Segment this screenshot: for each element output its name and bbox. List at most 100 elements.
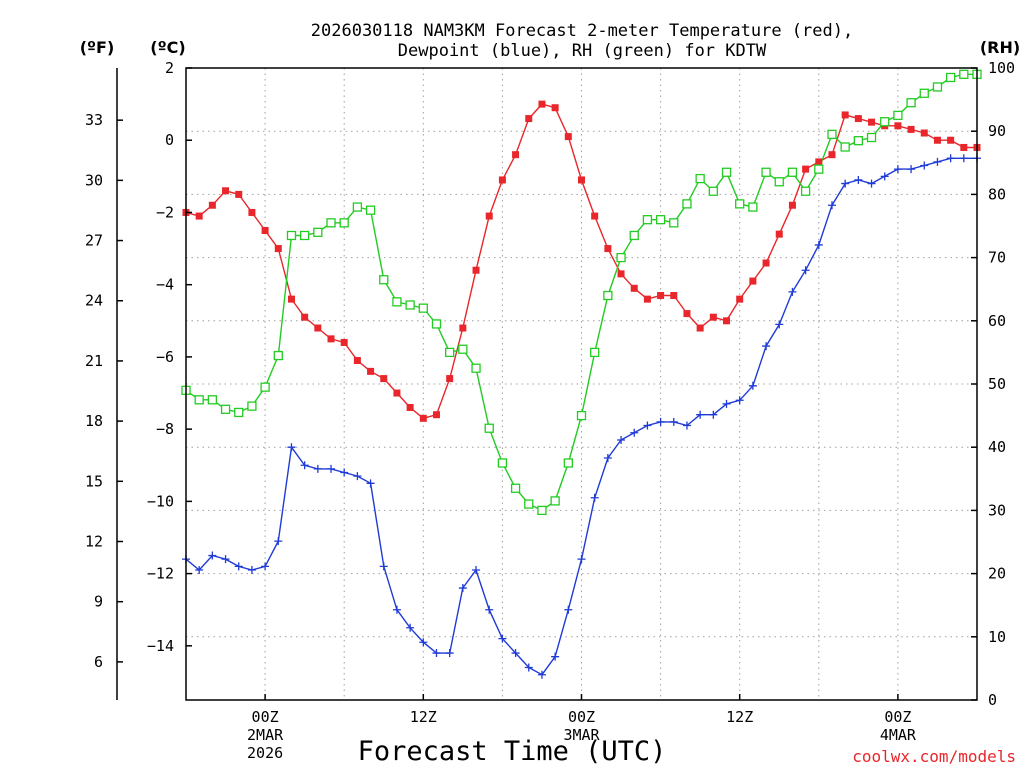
dewpoint-point bbox=[445, 649, 454, 658]
x-tick-label: 00Z bbox=[252, 708, 279, 726]
celsius-tick-label: −4 bbox=[156, 276, 174, 294]
rh-tick-label: 70 bbox=[988, 249, 1006, 267]
dewpoint-point bbox=[880, 172, 889, 181]
rh-point bbox=[721, 167, 732, 177]
dewpoint-point bbox=[313, 464, 322, 473]
rh-tick-label: 90 bbox=[988, 122, 1006, 140]
watermark: coolwx.com/models bbox=[852, 747, 1016, 766]
rh-tick-label: 50 bbox=[988, 375, 1006, 393]
dewpoint-point bbox=[907, 165, 916, 174]
rh-point bbox=[603, 290, 613, 301]
rh-point bbox=[405, 300, 415, 310]
rh-point bbox=[431, 319, 442, 329]
celsius-tick-label: 2 bbox=[165, 59, 174, 77]
rh-point bbox=[893, 110, 903, 121]
dewpoint-point bbox=[841, 179, 850, 188]
rh-point bbox=[313, 227, 323, 237]
temperature-point bbox=[208, 201, 216, 209]
temperature-point bbox=[709, 313, 717, 321]
rh-point bbox=[510, 483, 521, 493]
rh-point bbox=[326, 218, 336, 228]
chart-title-line1: 2026030118 NAM3KM Forecast 2-meter Tempe… bbox=[311, 21, 853, 41]
rh-point bbox=[484, 423, 494, 433]
dewpoint-point bbox=[748, 381, 757, 390]
rh-point bbox=[814, 164, 824, 174]
rh-point bbox=[959, 69, 969, 79]
fahrenheit-tick-label: 9 bbox=[94, 593, 103, 611]
rh-point bbox=[695, 173, 705, 184]
rh-point bbox=[708, 186, 718, 196]
x-tick-label: 12Z bbox=[410, 708, 437, 726]
rh-point bbox=[524, 499, 534, 509]
dewpoint-point bbox=[854, 175, 863, 184]
temperature-point bbox=[195, 212, 203, 220]
temperature-point bbox=[525, 115, 533, 123]
grid-lines bbox=[186, 68, 978, 700]
dewpoint-point bbox=[432, 649, 441, 658]
fahrenheit-tick-label: 30 bbox=[85, 171, 103, 189]
dewpoint-point bbox=[762, 342, 771, 351]
temperature-point bbox=[802, 165, 810, 173]
rh-tick-label: 80 bbox=[988, 185, 1006, 203]
rh-point bbox=[339, 218, 349, 228]
temperature-point bbox=[380, 375, 388, 383]
x-axis-label: Forecast Time (UTC) bbox=[358, 736, 667, 767]
dewpoint-point bbox=[577, 555, 586, 564]
temperature-point bbox=[762, 259, 770, 267]
temperature-point bbox=[498, 176, 506, 184]
temperature-point bbox=[393, 389, 401, 397]
temperature-point bbox=[868, 118, 876, 126]
fahrenheit-tick-label: 18 bbox=[85, 412, 103, 430]
temperature-point bbox=[960, 143, 968, 151]
temperature-point bbox=[301, 313, 309, 321]
rh-point bbox=[880, 117, 890, 127]
fahrenheit-unit-label: (ºF) bbox=[80, 38, 115, 57]
rh-point bbox=[735, 199, 745, 209]
temperature-point bbox=[828, 151, 836, 159]
dewpoint-point bbox=[814, 240, 823, 249]
x-tick-label: 00Z bbox=[884, 708, 911, 726]
celsius-unit-label: (ºC) bbox=[150, 38, 185, 57]
temperature-point bbox=[327, 335, 335, 343]
rh-point bbox=[194, 395, 204, 405]
rh-point bbox=[392, 297, 402, 307]
rh-tick-label: 40 bbox=[988, 438, 1006, 456]
rh-point bbox=[787, 167, 798, 177]
x-tick-date-label: 3MAR bbox=[563, 726, 600, 744]
rh-point bbox=[234, 407, 244, 418]
temperature-point bbox=[235, 190, 243, 198]
temperature-point bbox=[459, 324, 467, 332]
dewpoint-point bbox=[419, 638, 428, 647]
temperature-point bbox=[643, 295, 651, 303]
celsius-tick-label: −14 bbox=[147, 637, 174, 655]
temperature-point bbox=[472, 266, 480, 274]
celsius-tick-label: −2 bbox=[156, 203, 174, 221]
temperature-point bbox=[617, 270, 625, 278]
rh-tick-label: 0 bbox=[988, 691, 997, 709]
x-tick-date-label: 2MAR bbox=[247, 726, 284, 744]
temperature-point bbox=[538, 100, 546, 108]
celsius-tick-label: −12 bbox=[147, 565, 174, 583]
temperature-point bbox=[248, 208, 256, 216]
temperature-point bbox=[261, 227, 269, 235]
dewpoint-point bbox=[630, 428, 639, 437]
dewpoint-point bbox=[340, 468, 349, 477]
dewpoint-point bbox=[827, 201, 836, 210]
rh-point bbox=[932, 82, 943, 92]
dewpoint-point bbox=[353, 472, 362, 481]
rh-point bbox=[590, 347, 600, 358]
dewpoint-point bbox=[472, 565, 481, 574]
rh-point bbox=[365, 205, 376, 215]
rh-point bbox=[273, 350, 283, 361]
rh-point bbox=[220, 404, 231, 414]
temperature-point bbox=[841, 111, 849, 119]
rh-point bbox=[286, 230, 297, 241]
rh-point bbox=[761, 167, 771, 177]
rh-point bbox=[260, 382, 270, 392]
dewpoint-point bbox=[735, 396, 744, 405]
dewpoint-point bbox=[656, 417, 665, 426]
dewpoint-point bbox=[485, 605, 494, 614]
fahrenheit-tick-label: 6 bbox=[94, 653, 103, 671]
temperature-point bbox=[696, 324, 704, 332]
rh-point bbox=[919, 88, 929, 98]
